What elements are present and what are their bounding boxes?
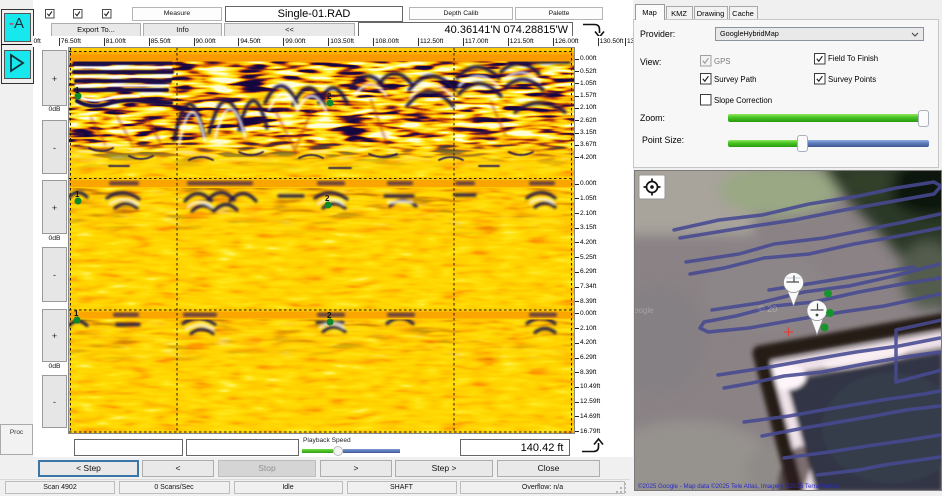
svg-text:©2025 Google - Map data ©2025: ©2025 Google - Map data ©2025 Tele Atlas…	[638, 483, 839, 490]
svg-text:oogle: oogle	[634, 306, 654, 315]
svg-text:1: 1	[75, 86, 80, 95]
svg-text:1: 1	[74, 309, 79, 318]
svg-text:2: 2	[325, 194, 330, 203]
svg-text:1: 1	[75, 190, 80, 199]
svg-text:© 20: © 20	[758, 304, 777, 314]
svg-text:2: 2	[327, 311, 332, 320]
svg-text:2: 2	[327, 92, 332, 101]
